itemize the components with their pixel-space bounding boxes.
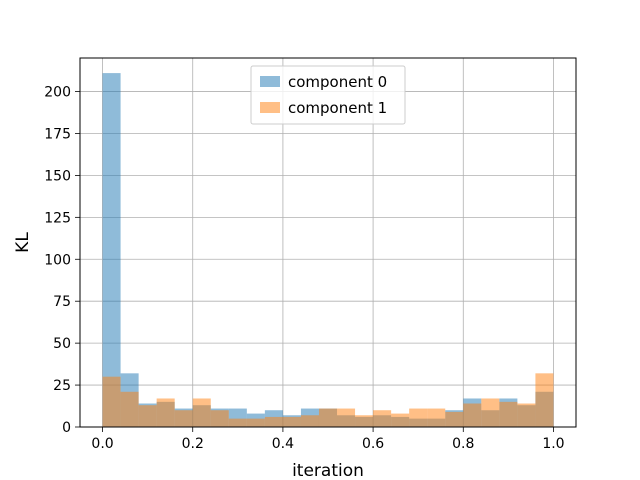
bar-component-1 <box>481 398 500 427</box>
bar-component-1 <box>192 398 211 427</box>
bar-component-1 <box>373 410 392 427</box>
bar-component-1 <box>102 376 121 427</box>
y-axis-ticks: 0 25 50 75 100 125 150 175 200 <box>44 85 80 436</box>
bar-component-1 <box>318 408 338 427</box>
bar-component-0 <box>102 73 121 427</box>
bar-component-1 <box>174 410 193 427</box>
y-tick-label: 150 <box>44 168 71 184</box>
y-tick-label: 25 <box>53 378 71 394</box>
bar-component-1 <box>409 408 428 427</box>
legend-swatch-component-1 <box>260 102 280 113</box>
bar-component-1 <box>391 413 410 427</box>
bar-component-1 <box>246 418 265 427</box>
bar-component-1 <box>138 405 157 427</box>
bar-component-1 <box>300 415 319 427</box>
x-tick-label: 0.8 <box>452 436 474 452</box>
x-axis-ticks: 0.0 0.2 0.4 0.6 0.8 1.0 <box>91 427 565 452</box>
y-tick-label: 75 <box>53 294 71 310</box>
x-tick-label: 0.6 <box>362 436 384 452</box>
histogram-bars <box>102 73 554 427</box>
legend-box <box>250 65 406 125</box>
plot-frame <box>79 57 577 428</box>
bar-component-1 <box>499 401 518 427</box>
bar-component-1 <box>156 398 175 427</box>
y-tick-label: 125 <box>44 210 71 226</box>
bar-component-1 <box>282 416 301 427</box>
x-tick-label: 0.0 <box>91 436 113 452</box>
legend-swatch-component-0 <box>260 76 280 87</box>
y-axis-label: KL <box>13 232 33 253</box>
y-tick-label: 175 <box>44 126 71 142</box>
legend: component 0 component 1 <box>250 65 406 125</box>
bar-component-1 <box>210 410 229 427</box>
y-tick-label: 0 <box>62 420 71 436</box>
x-axis-label: iteration <box>292 461 364 480</box>
bar-component-1 <box>517 403 536 427</box>
bar-component-1 <box>535 373 554 427</box>
bar-component-1 <box>228 418 247 427</box>
x-tick-label: 1.0 <box>542 436 564 452</box>
x-tick-label: 0.2 <box>182 436 204 452</box>
y-tick-label: 100 <box>44 252 71 268</box>
bar-component-1 <box>337 408 356 427</box>
bar-component-1 <box>355 415 374 427</box>
y-tick-label: 200 <box>44 85 71 101</box>
grid <box>80 58 576 428</box>
bar-component-1 <box>264 416 283 427</box>
legend-label-component-0: component 0 <box>288 73 387 91</box>
bar-component-1 <box>463 403 482 427</box>
bar-component-1 <box>427 408 446 427</box>
legend-label-component-1: component 1 <box>288 99 387 117</box>
bar-component-1 <box>120 391 139 427</box>
x-tick-label: 0.4 <box>272 436 294 452</box>
bar-component-1 <box>445 411 464 427</box>
y-tick-label: 50 <box>53 336 71 352</box>
